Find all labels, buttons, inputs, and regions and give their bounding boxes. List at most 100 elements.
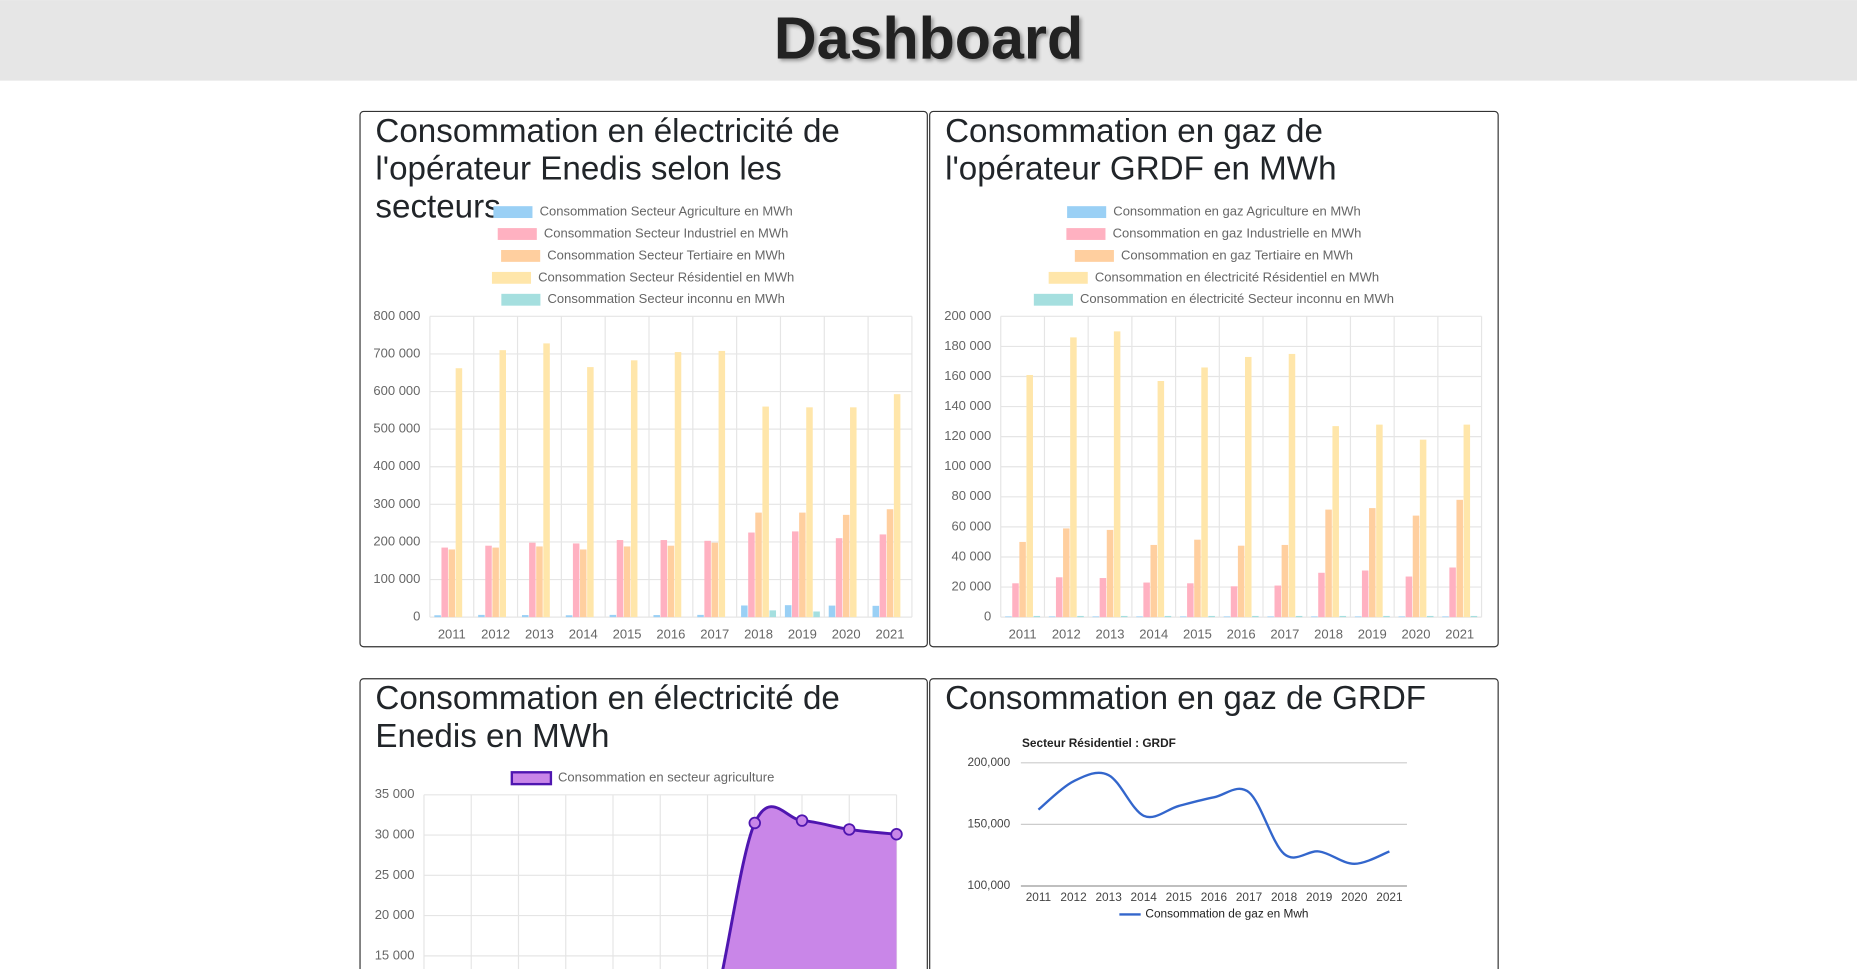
x-tick-label: 2017	[1236, 890, 1262, 904]
x-tick-label: 2012	[481, 626, 510, 641]
line	[1037, 771, 1390, 865]
bar	[893, 394, 901, 618]
bar	[1252, 615, 1259, 618]
x-tick-label: 2018	[1314, 626, 1343, 641]
bar	[784, 605, 792, 618]
bar	[1099, 578, 1107, 618]
legend-swatch	[491, 271, 532, 284]
bar	[769, 610, 777, 618]
bar	[630, 360, 638, 618]
x-tick-label: 2020	[832, 626, 861, 641]
bar	[565, 615, 573, 618]
y-tick-label: 0	[984, 609, 991, 624]
bar	[580, 549, 587, 618]
y-tick-label: 100 000	[944, 458, 991, 473]
chart-title: Consommation en électricité de l'opérate…	[375, 113, 849, 226]
x-tick-label: 2020	[1402, 626, 1431, 641]
bar	[1419, 439, 1427, 618]
x-tick-label: 2016	[656, 626, 685, 641]
bar	[741, 605, 748, 618]
y-tick-label: 15 000	[375, 947, 415, 962]
bar	[1405, 576, 1413, 618]
point	[748, 816, 761, 830]
x-tick-label: 2011	[1009, 626, 1037, 641]
point	[890, 828, 903, 841]
y-tick-label: 35 000	[375, 786, 415, 801]
bar	[1398, 616, 1406, 618]
bar	[1274, 585, 1282, 618]
header-bar	[0, 0, 1857, 81]
bar	[653, 615, 660, 618]
bar	[1150, 544, 1157, 618]
bar	[623, 546, 631, 618]
y-tick-label: 120 000	[944, 428, 991, 443]
bar	[748, 532, 755, 618]
legend-label: Consommation en électricité Résidentiel …	[1095, 269, 1379, 284]
bar	[886, 509, 894, 618]
bar	[536, 546, 543, 618]
legend-swatch	[510, 771, 553, 786]
legend-swatch	[501, 250, 541, 262]
legend-swatch	[1074, 250, 1114, 262]
bar	[1048, 616, 1056, 618]
bar	[1208, 615, 1215, 618]
y-tick-label: 20 000	[951, 578, 991, 593]
y-tick-label: 20 000	[375, 907, 415, 922]
chart-title: Consommation en gaz de GRDF	[945, 680, 1426, 717]
x-tick-label: 2013	[525, 626, 554, 641]
x-tick-label: 2013	[1096, 626, 1125, 641]
bar	[1077, 615, 1084, 618]
point	[843, 823, 856, 836]
chart-title: Consommation en gaz de l'opérateur GRDF …	[945, 113, 1336, 188]
x-tick-label: 2017	[1270, 626, 1299, 641]
x-tick-label: 2013	[1095, 890, 1122, 904]
bar	[1318, 572, 1325, 618]
bar	[828, 605, 836, 618]
bar	[572, 543, 580, 618]
x-tick-label: 2014	[569, 626, 598, 641]
legend-swatch	[493, 206, 533, 219]
bar	[1311, 616, 1318, 618]
x-tick-label: 2018	[1271, 890, 1298, 904]
bar	[1187, 583, 1194, 618]
x-tick-label: 2021	[1376, 890, 1402, 904]
bar	[609, 614, 617, 618]
y-tick-label: 160 000	[944, 368, 991, 383]
bar	[499, 350, 506, 618]
x-tick-label: 2021	[1445, 626, 1474, 641]
y-tick-label: 100 000	[373, 571, 420, 586]
bar	[799, 512, 806, 618]
bar	[1136, 616, 1143, 618]
y-tick-label: 25 000	[375, 867, 415, 882]
x-tick-label: 2015	[1166, 890, 1193, 904]
bar	[492, 547, 499, 618]
bar	[762, 406, 769, 618]
bar	[1354, 616, 1362, 618]
legend-label: Consommation de gaz en Mwh	[1145, 907, 1308, 921]
bar	[1201, 367, 1208, 618]
legend-swatch	[501, 293, 541, 306]
x-tick-label: 2016	[1227, 626, 1256, 641]
bar	[1012, 583, 1019, 618]
bar	[521, 615, 529, 618]
y-tick-label: 600 000	[373, 383, 420, 398]
x-tick-label: 2017	[700, 626, 729, 641]
bar	[1070, 337, 1077, 618]
bar	[1223, 616, 1231, 618]
chart-subtitle: Secteur Résidentiel : GRDF	[1022, 736, 1176, 750]
legend-swatch	[1033, 293, 1073, 306]
bar	[1033, 615, 1041, 618]
bar	[1361, 570, 1369, 618]
legend-label: Consommation en gaz Agriculture en MWh	[1113, 204, 1360, 219]
bar	[448, 549, 456, 618]
bar	[1113, 331, 1121, 618]
x-tick-label: 2012	[1060, 890, 1086, 904]
y-tick-label: 180 000	[944, 338, 991, 353]
bar	[1376, 424, 1383, 618]
point	[795, 814, 809, 827]
bar	[1463, 424, 1471, 618]
x-tick-label: 2011	[1026, 890, 1051, 904]
bar	[711, 542, 718, 618]
chart-title: Consommation en électricité de Enedis en…	[375, 680, 849, 755]
